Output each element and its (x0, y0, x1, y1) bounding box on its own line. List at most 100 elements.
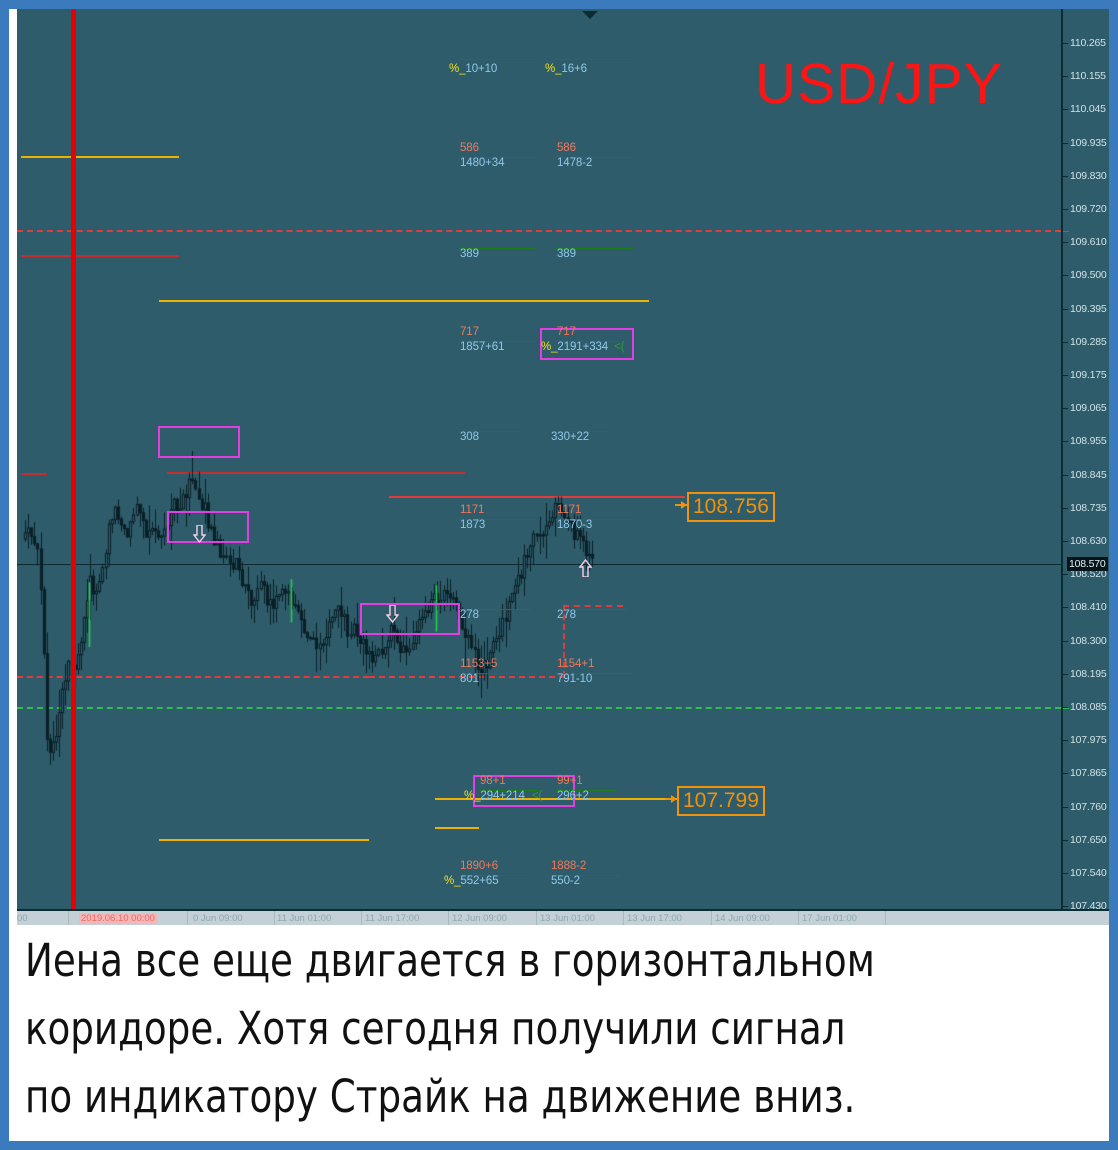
ann-underline-r3l (459, 248, 536, 249)
price-axis-label: 109.065 (1070, 402, 1107, 415)
time-axis-label: 00 (17, 913, 28, 924)
price-axis-label: 108.630 (1070, 535, 1107, 547)
ann-underline-r6l (459, 519, 536, 520)
price-axis-label: 110.045 (1070, 103, 1106, 116)
annotation-r2-left-bottom: 1480+34 (460, 157, 505, 169)
time-axis-label: 11 Jun 17:00 (365, 913, 420, 924)
annotation-r9-left-bottom: %_294+214 <( (464, 790, 542, 802)
price-axis-tick (1063, 375, 1068, 376)
lower-price-tag[interactable]: 107.799 (677, 786, 765, 816)
ann-underline-r1l (457, 59, 534, 60)
price-axis-tick (1063, 308, 1068, 310)
time-axis-separator (623, 911, 624, 925)
annotation-r1-right: %_16+6 (545, 63, 587, 75)
chart-plot-area[interactable]: %_10+10 %_16+6 586 1480+34 586 1478-2 38… (17, 9, 1061, 909)
annotation-r10-left-bottom: %_552+65 (444, 875, 499, 887)
candlestick-series (17, 9, 1061, 909)
time-axis-label-current: 2019.06.10 00:00 (79, 913, 157, 924)
annotation-r10-right-bottom: 550-2 (551, 875, 580, 887)
ann-underline-r10l (459, 875, 529, 876)
price-axis-tick (1063, 341, 1068, 343)
caption-line-1: Иена все еще двигается в горизонтальном (25, 934, 875, 987)
price-axis-label: 107.975 (1070, 734, 1107, 747)
time-axis-label: 17 Jun 01:00 (802, 913, 857, 924)
price-axis-label: 107.540 (1070, 867, 1107, 879)
time-axis-separator (68, 911, 69, 925)
price-axis-label: 107.650 (1070, 833, 1107, 846)
price-axis-label: 108.195 (1070, 667, 1107, 680)
ann-underline-r5r (550, 431, 610, 432)
upper-price-tag[interactable]: 108.756 (687, 492, 775, 522)
time-axis-separator (711, 911, 712, 925)
red-vertical-cursor[interactable] (71, 9, 76, 909)
price-axis-tick (1063, 673, 1068, 675)
annotation-r8-left-bottom: 801 (460, 673, 479, 685)
price-axis-tick (1063, 607, 1068, 609)
up-arrow-icon (579, 559, 592, 577)
left-margin (9, 9, 17, 925)
pct-prefix: %_ (464, 790, 481, 802)
ann-underline-r5l (459, 431, 519, 432)
ann-underline-r2l (459, 157, 536, 158)
ann-underline-r9l (479, 790, 539, 791)
price-axis-label: 108.300 (1070, 634, 1107, 647)
annotation-box-1 (540, 328, 634, 360)
price-axis-tick (1063, 740, 1068, 742)
time-axis[interactable]: 00 2019.06.10 00:00 0 Jun 09:00 11 Jun 01:0… (17, 909, 1109, 925)
lower-price-tag-arrow-icon (671, 795, 677, 803)
ann-underline-r8r (556, 673, 633, 674)
ann-underline-r4r (556, 341, 622, 342)
down-arrow-icon-1 (193, 525, 206, 543)
price-axis-label: 109.395 (1070, 302, 1107, 315)
annotation-r2-right-top: 586 (557, 142, 576, 154)
price-axis-tick (1063, 76, 1068, 78)
price-axis-label: 108.845 (1070, 468, 1107, 481)
ann-suffix: <( (614, 341, 625, 353)
time-axis-separator (274, 911, 275, 925)
price-axis-label: 108.085 (1070, 701, 1107, 713)
price-axis-tick (1063, 242, 1068, 244)
time-axis-separator (361, 911, 362, 925)
time-axis-label: 13 Jun 01:00 (540, 913, 595, 924)
price-axis-label: 108.410 (1070, 601, 1107, 614)
ann-underline-r4l (459, 341, 536, 342)
ann-suffix: <( (531, 790, 543, 802)
annotation-r5-right: 330+22 (551, 431, 590, 443)
annotation-r10-right-top: 1888-2 (551, 860, 587, 872)
ann-underline-r7r (556, 609, 628, 610)
price-axis-tick (1063, 43, 1068, 44)
annotation-r9-left-top: 98+1 (480, 775, 506, 787)
annotation-r6-right-top: 1171 (557, 504, 582, 516)
price-axis-label: 108.735 (1070, 501, 1107, 514)
down-arrow-icon-2 (386, 605, 399, 623)
time-axis-separator (885, 911, 886, 925)
annotation-r2-left-top: 586 (460, 142, 479, 154)
annotation-r4-right-bottom: %_2191+334 <( (541, 341, 625, 353)
price-axis-label: 108.955 (1070, 435, 1107, 448)
price-axis-tick (1063, 873, 1068, 874)
price-axis-tick (1063, 773, 1068, 775)
annotation-r8-right-top: 1154+1 (557, 658, 595, 670)
annotation-r4-left-bottom: 1857+61 (460, 341, 505, 353)
time-axis-label: 12 Jun 09:00 (452, 913, 507, 924)
time-axis-label: 14 Jun 09:00 (715, 913, 770, 924)
price-axis-label: 109.830 (1070, 169, 1107, 182)
time-axis-label: 11 Jun 01:00 (277, 913, 332, 924)
ann-underline-r1r (554, 59, 631, 60)
ann-underline-r8l (459, 673, 536, 674)
pct-prefix: %_ (449, 63, 466, 75)
price-axis[interactable]: 110.265 110.155 110.045 109.935 109.830 109.7… (1061, 9, 1109, 912)
price-axis-tick (1063, 209, 1068, 210)
ann-value: 2191+334 (557, 341, 609, 353)
price-axis-tick (1063, 839, 1068, 841)
chart-window[interactable]: %_10+10 %_16+6 586 1480+34 586 1478-2 38… (9, 9, 1109, 925)
time-axis-separator (798, 911, 799, 925)
price-axis-label: 107.865 (1070, 767, 1107, 780)
annotation-r8-right-bottom: 791-10 (557, 673, 593, 685)
ann-value: 10+10 (465, 63, 498, 75)
annotation-r7-right: 278 (557, 609, 576, 621)
annotation-r9-right-bottom: 296+2 (557, 790, 589, 802)
pct-prefix: %_ (545, 63, 562, 75)
pct-prefix: %_ (444, 875, 461, 887)
price-axis-tick (1063, 906, 1068, 908)
